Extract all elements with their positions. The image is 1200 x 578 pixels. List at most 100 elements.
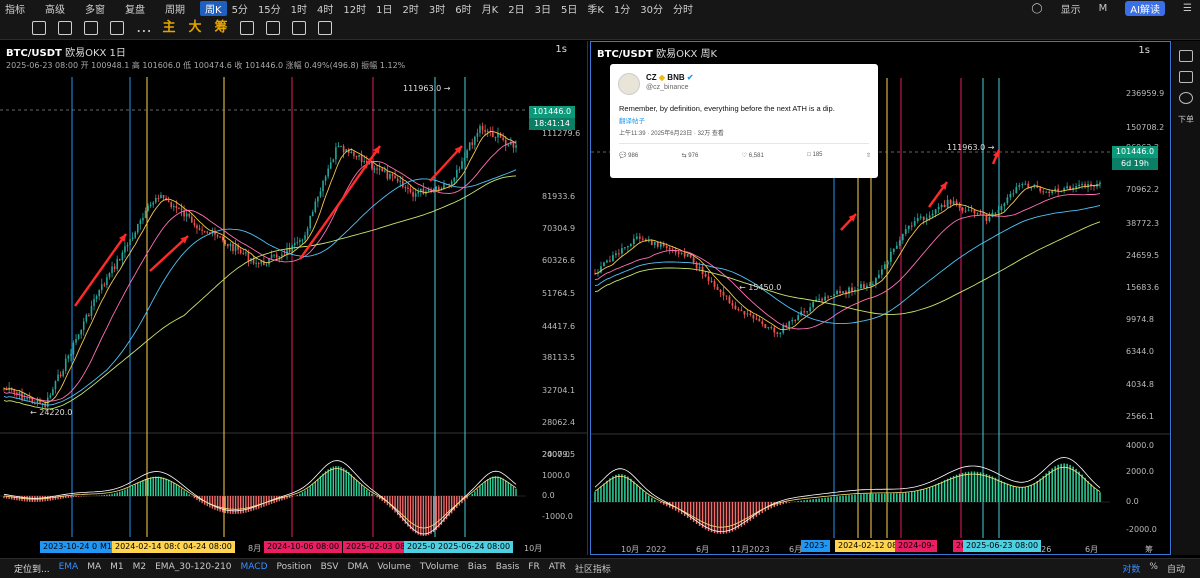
rect-tool-icon[interactable] <box>32 20 46 35</box>
text-tool-icon[interactable] <box>84 20 98 35</box>
indicator-5[interactable]: MACD <box>240 562 268 572</box>
indicator-3[interactable]: M2 <box>132 562 147 572</box>
candle <box>1030 187 1033 189</box>
indicator-4[interactable]: EMA_30-120-210 <box>155 562 232 572</box>
locate-button[interactable]: 定位到... <box>14 565 50 575</box>
left-interval[interactable]: 1日 <box>109 48 126 59</box>
left-update-speed[interactable]: 1s <box>555 44 567 55</box>
macd-bar <box>72 496 75 498</box>
macd-bar <box>824 497 826 502</box>
clock-icon[interactable] <box>1179 92 1193 104</box>
indicator-6[interactable]: Position <box>276 562 312 572</box>
trash-icon[interactable] <box>318 20 332 35</box>
indicator-7[interactable]: BSV <box>320 562 339 572</box>
timeframe-10[interactable]: 月K <box>481 4 499 16</box>
timeframe-1[interactable]: 5分 <box>231 4 248 16</box>
timeframe-5[interactable]: 12时 <box>343 4 367 16</box>
more-tools-icon[interactable]: ⋯ <box>136 20 152 40</box>
avatar[interactable] <box>618 73 640 95</box>
candle <box>883 264 886 270</box>
right-update-speed[interactable]: 1s <box>1138 45 1150 56</box>
period-button[interactable]: 周期 <box>165 4 185 16</box>
candle <box>833 293 835 297</box>
bookmark-stat[interactable]: □ 185 <box>807 152 823 158</box>
indicator-14[interactable]: ATR <box>548 562 566 572</box>
timeframe-11[interactable]: 2日 <box>508 4 525 16</box>
drawing-toolbar: ⋯ 主 大 筹 <box>0 16 1200 40</box>
trend-line-icon[interactable] <box>58 20 72 35</box>
layout-icon[interactable] <box>1179 50 1193 62</box>
right-chart-canvas[interactable]: 236959.9150708.296962.270962.238772.3246… <box>591 42 1171 555</box>
candle <box>103 284 106 286</box>
indicator-11[interactable]: Bias <box>467 562 487 572</box>
indicator-2[interactable]: M1 <box>110 562 124 572</box>
timeframe-2[interactable]: 15分 <box>257 4 281 16</box>
auto-toggle[interactable]: 自动 <box>1166 565 1185 575</box>
candle <box>90 306 93 316</box>
log-scale-toggle[interactable]: 对数 <box>1122 565 1141 575</box>
indicator-10[interactable]: TVolume <box>419 562 459 572</box>
list-icon[interactable] <box>1179 71 1193 83</box>
indicator-0[interactable]: EMA <box>58 562 79 572</box>
display-button[interactable]: 显示 <box>1060 4 1081 16</box>
candle <box>851 287 853 292</box>
chips-tool[interactable]: 筹 <box>214 19 228 35</box>
timeframe-17[interactable]: 分时 <box>673 4 694 16</box>
timeframe-9[interactable]: 6时 <box>455 4 472 16</box>
left-chart-canvas[interactable]: 111279.6 81933.6 70304.9 60326.6 51764.5 4441… <box>0 41 588 555</box>
candle <box>710 280 713 282</box>
big-tool[interactable]: 大 <box>188 19 202 35</box>
measure-icon[interactable] <box>110 20 124 35</box>
macd-bar <box>314 481 317 496</box>
left-chart-pane[interactable]: 111279.6 81933.6 70304.9 60326.6 51764.5 4441… <box>0 41 588 555</box>
indicator-9[interactable]: Volume <box>377 562 411 572</box>
candle <box>767 327 770 329</box>
timeframe-13[interactable]: 5日 <box>560 4 578 16</box>
timeframe-14[interactable]: 季K <box>587 4 604 16</box>
ai-analysis-button[interactable]: AI解读 <box>1125 0 1166 16</box>
macd-bar <box>448 496 450 517</box>
eye-icon[interactable] <box>292 20 306 35</box>
pen-icon[interactable] <box>240 20 254 35</box>
indicator-button[interactable]: 指标 <box>5 4 25 16</box>
timeframe-8[interactable]: 3时 <box>428 4 446 16</box>
timeframe-6[interactable]: 1日 <box>376 4 393 16</box>
multi-window-button[interactable]: 多窗 <box>85 4 105 16</box>
menu-icon[interactable]: ☰ <box>1183 2 1192 14</box>
candle <box>603 262 605 267</box>
indicator-1[interactable]: MA <box>87 562 102 572</box>
replay-button[interactable]: 复盘 <box>125 4 145 16</box>
timeframe-12[interactable]: 3日 <box>534 4 551 16</box>
candle <box>131 237 134 240</box>
indicator-15[interactable]: 社区指标 <box>574 565 611 575</box>
m-button[interactable]: M <box>1098 2 1108 14</box>
camera-icon[interactable]: ◯ <box>1031 2 1043 14</box>
translate-link[interactable]: 翻译帖子 <box>619 118 645 125</box>
macd-bar <box>252 496 255 511</box>
candle <box>722 292 725 296</box>
timeframe-3[interactable]: 1时 <box>290 4 308 16</box>
indicator-13[interactable]: FR <box>528 562 540 572</box>
timeframe-16[interactable]: 30分 <box>640 4 664 16</box>
timeframe-7[interactable]: 2时 <box>402 4 419 16</box>
timeframe-0[interactable]: 周K <box>200 0 227 16</box>
like-stat[interactable]: ♡ 6,581 <box>741 153 764 159</box>
main-chart-tool[interactable]: 主 <box>162 19 176 35</box>
left-symbol[interactable]: BTC/USDT <box>6 48 62 59</box>
indicator-12[interactable]: Basis <box>495 562 520 572</box>
macd-bar <box>931 485 934 502</box>
timeframe-15[interactable]: 1分 <box>613 4 631 16</box>
ruler-icon[interactable] <box>266 20 280 35</box>
order-button[interactable]: 下单 <box>1178 115 1194 124</box>
tweet-card[interactable]: CZ ◆ BNB ✔ @cz_binance Remember, by defi… <box>610 64 878 178</box>
percent-toggle[interactable]: % <box>1149 562 1158 572</box>
reply-stat[interactable]: 💬 986 <box>619 153 639 159</box>
indicator-8[interactable]: DMA <box>347 562 369 572</box>
timeframe-4[interactable]: 4时 <box>317 4 334 16</box>
right-symbol[interactable]: BTC/USDT <box>597 49 653 60</box>
right-interval[interactable]: 周K <box>700 49 718 60</box>
macd-bar <box>234 496 237 514</box>
share-icon[interactable]: ⇧ <box>865 153 871 159</box>
repost-stat[interactable]: ⇆ 976 <box>681 153 699 159</box>
advanced-button[interactable]: 高级 <box>45 4 65 16</box>
